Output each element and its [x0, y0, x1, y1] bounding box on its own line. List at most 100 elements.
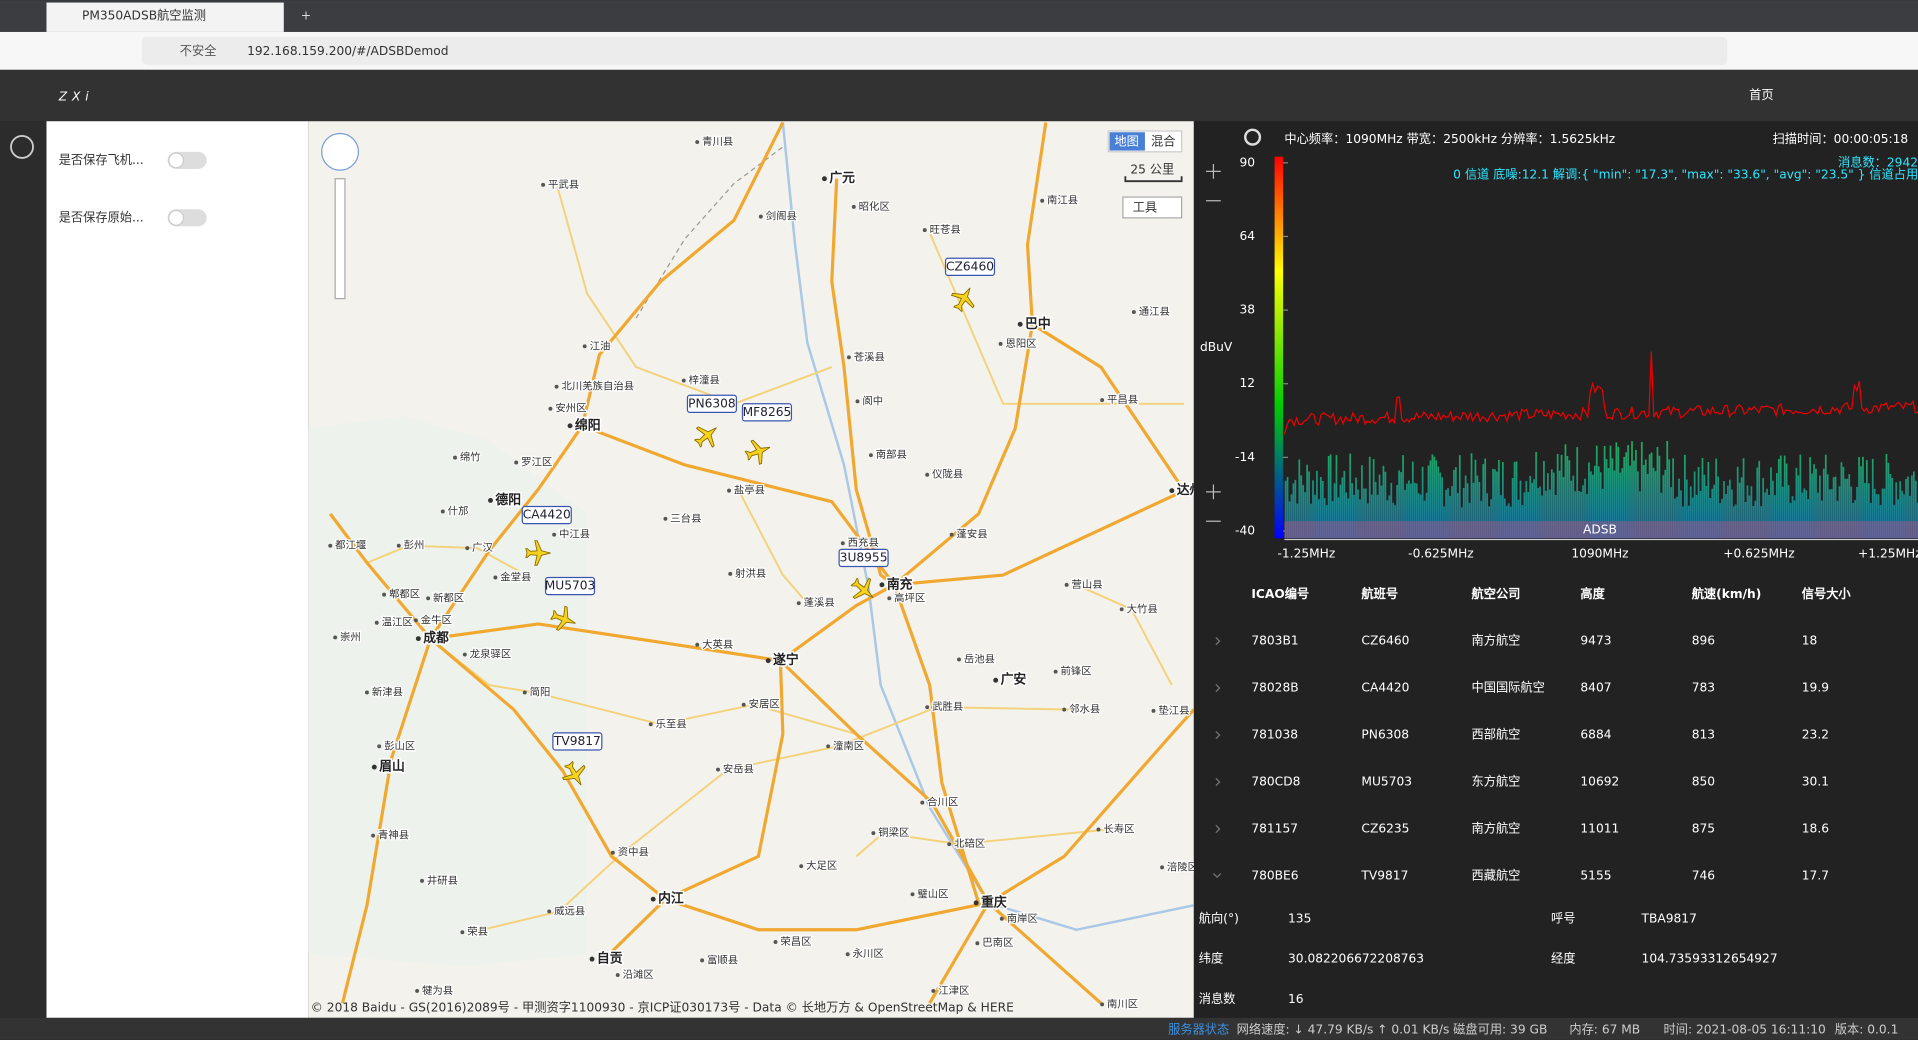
place-dot	[716, 767, 720, 772]
flight-tag[interactable]	[544, 576, 596, 596]
table-header: 航速(km/h)	[1692, 586, 1762, 601]
place-label: 高坪区	[894, 591, 925, 604]
table-cell: 781038	[1251, 728, 1298, 742]
place-label: 平昌县	[1107, 394, 1138, 406]
zoom-slider[interactable]	[334, 178, 346, 300]
expand-icon[interactable]	[1215, 683, 1221, 693]
place-dot	[365, 690, 369, 695]
right-panel	[1193, 121, 1918, 1018]
expand-icon[interactable]	[1212, 873, 1222, 879]
place-label: 江津区	[938, 985, 969, 997]
new-tab[interactable]: +	[301, 9, 311, 23]
expand-icon[interactable]	[1215, 777, 1221, 787]
app-header	[0, 69, 1918, 122]
city-label: 自贡	[597, 951, 623, 967]
highway	[1025, 122, 1186, 492]
table-cell: 78028B	[1251, 681, 1298, 695]
pause-button[interactable]	[10, 134, 34, 159]
place-dot	[333, 635, 338, 640]
place-label: 绵竹	[460, 451, 481, 464]
table-cell: 东方航空	[1472, 774, 1521, 789]
place-dot	[374, 620, 379, 625]
place-dot	[1096, 827, 1101, 832]
tab[interactable]	[46, 2, 284, 32]
place-dot	[554, 384, 559, 389]
place-label: 金堂县	[500, 570, 531, 583]
place-label: 青神县	[378, 829, 409, 842]
place-dot	[1053, 669, 1058, 674]
city-dot	[765, 658, 771, 664]
flight-tag[interactable]	[552, 732, 603, 751]
place-dot	[426, 596, 431, 601]
place-label: 广汉	[472, 542, 493, 554]
place-label: 荣昌区	[780, 936, 811, 948]
flight-label: PN6308	[688, 396, 736, 410]
place-dot	[998, 341, 1003, 346]
expand-icon[interactable]	[1215, 824, 1221, 834]
y-tick-label: 12	[1239, 376, 1255, 390]
city-dot	[822, 176, 827, 182]
setting-label: 是否保存飞机...	[59, 153, 144, 167]
channel-stats: 0 信道 底噪:12.1 解调:{ "min": "17.3", "max": …	[1453, 167, 1918, 182]
highway	[830, 178, 896, 587]
place-label: 江油	[590, 339, 611, 352]
expand-icon[interactable]	[1215, 730, 1221, 740]
table-cell: 6884	[1580, 728, 1611, 742]
place-dot	[615, 973, 620, 977]
table-cell: 875	[1692, 821, 1715, 835]
y-tick-label: 38	[1239, 303, 1255, 317]
city-dot	[993, 677, 999, 683]
scale-bar	[1124, 176, 1183, 183]
flight-tag[interactable]	[944, 257, 996, 276]
expand-icon[interactable]	[1215, 636, 1221, 646]
place-dot	[868, 453, 873, 458]
place-label: 都江堰	[335, 540, 366, 552]
zoom-in[interactable]	[1206, 164, 1221, 179]
place-dot	[931, 988, 936, 993]
place-label: 南川区	[1107, 997, 1138, 1010]
place-dot	[925, 705, 930, 710]
place-label: 什邡	[448, 504, 469, 517]
hybrid-btn[interactable]: 混合	[1151, 134, 1175, 149]
highway	[779, 659, 990, 904]
place-dot	[1100, 1002, 1105, 1007]
place-dot	[920, 800, 925, 805]
place-dot	[741, 702, 746, 707]
flight-tag[interactable]	[521, 505, 572, 525]
place-label: 资中县	[618, 846, 649, 859]
home-link[interactable]: 首页	[1749, 88, 1773, 102]
table-cell: 746	[1692, 868, 1715, 882]
place-dot	[648, 722, 653, 727]
nav-control[interactable]	[321, 132, 360, 171]
zoom-in[interactable]	[1206, 484, 1221, 500]
place-dot	[695, 642, 700, 647]
place-label: 威远县	[554, 904, 585, 917]
table-header: 信号大小	[1802, 586, 1852, 601]
place-dot	[382, 592, 387, 597]
place-dot	[799, 864, 804, 869]
tools-btn[interactable]	[1122, 196, 1183, 219]
x-tick-label: +1.25MHz	[1858, 547, 1918, 561]
place-label: 蓬溪县	[804, 597, 835, 609]
flight-tag[interactable]	[686, 394, 737, 413]
place-dot	[514, 460, 519, 465]
flight-tag[interactable]	[741, 403, 793, 422]
table-cell: 18.6	[1802, 821, 1829, 835]
place-dot	[947, 842, 952, 847]
status-bar	[0, 1017, 1918, 1040]
flight-tag[interactable]	[838, 548, 889, 568]
toggle-knob	[168, 209, 185, 226]
place-label: 大竹县	[1127, 602, 1158, 615]
url-field[interactable]	[141, 36, 1728, 65]
table-cell: 8407	[1580, 681, 1611, 695]
city-label: 内江	[658, 891, 684, 907]
settings-icon[interactable]	[1244, 128, 1262, 146]
table-header: 航班号	[1361, 586, 1398, 601]
table-cell: 781157	[1251, 821, 1298, 835]
message-count: 消息数：2942	[1838, 154, 1918, 169]
place-dot	[1100, 398, 1105, 403]
table-cell: 783	[1692, 681, 1715, 695]
